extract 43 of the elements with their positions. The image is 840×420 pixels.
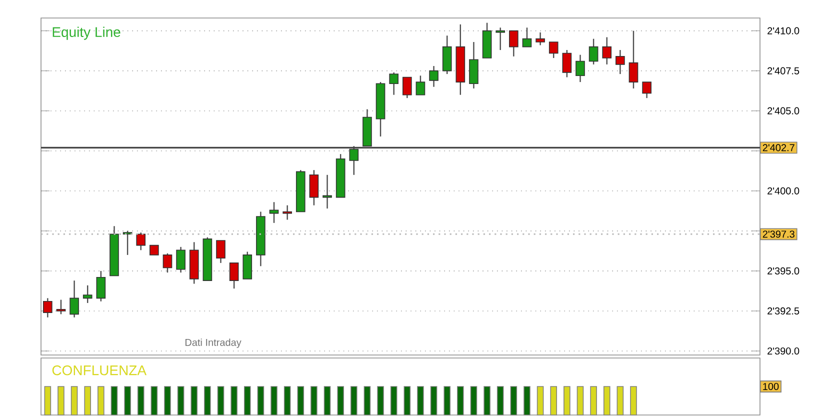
candlestick [150,244,159,256]
candlestick [576,54,585,83]
y-tick-label: 2'390.0 [768,347,800,355]
candlestick [269,202,279,224]
candlestick [122,230,132,256]
text: Equity Line [52,26,120,40]
candlestick [548,41,558,59]
candlestick [429,65,438,88]
candlestick [616,49,625,75]
candlestick [536,32,545,46]
candlestick [136,232,146,251]
ref-line-label: 2'402.7 [762,144,794,152]
candlestick [402,76,412,99]
candlestick [229,262,239,290]
y-tick-label: 2'395.0 [768,267,800,274]
candlestick [642,81,652,99]
candlestick [496,27,506,51]
y-tick-label: 2'410.0 [768,27,800,34]
candlestick [82,284,92,304]
chart-title: CONFLUENZA [52,365,147,376]
candlestick [522,27,532,48]
ref-line-label: 2'397.3 [762,230,794,238]
candlestick [162,252,172,274]
candlestick [628,30,638,90]
candlestick [562,49,572,78]
candlestick [389,72,398,96]
candlestick [176,246,186,274]
y-tick-label: 2'400.0 [768,187,800,194]
candlestick [216,240,226,264]
candlestick [509,30,518,58]
text: 100 [763,382,779,390]
y-tick-label: 2'392.5 [768,307,800,315]
candlestick [70,280,79,318]
candlestick [56,299,66,315]
candlestick [588,38,598,66]
candlestick [309,169,319,206]
candlestick [96,270,106,302]
y-tick-label: 2'405.0 [768,107,800,114]
candlestick [416,75,426,96]
candlestick [43,298,52,318]
annotation: Dati Intraday [185,338,242,348]
y-tick-label: 2'407.5 [768,67,800,74]
candlestick [602,36,612,66]
